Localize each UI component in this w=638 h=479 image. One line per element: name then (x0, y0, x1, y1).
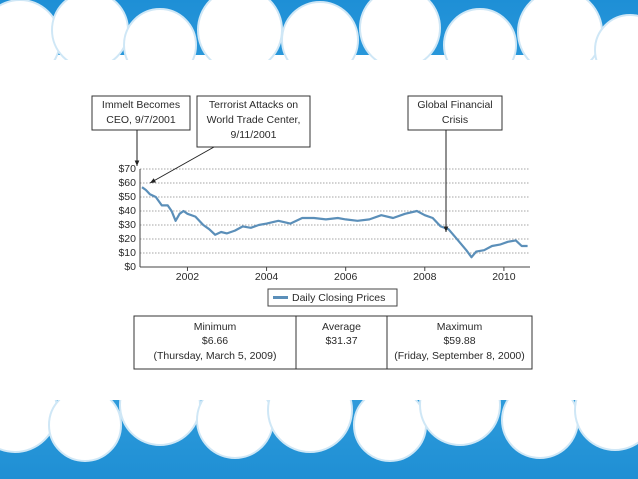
x-tick-label: 2002 (176, 271, 200, 283)
legend-box (267, 288, 398, 307)
legend-label: Daily Closing Prices (292, 292, 385, 304)
annotation-text: Crisis (442, 114, 468, 126)
y-tick-label: $70 (118, 163, 136, 175)
price-line (141, 186, 528, 259)
x-tick-label: 2010 (492, 271, 516, 283)
y-tick-label: $0 (124, 261, 136, 273)
stat-label: Maximum (437, 321, 483, 333)
stats-table (133, 315, 533, 370)
stat-date: (Thursday, March 5, 2009) (154, 350, 277, 362)
y-tick-label: $10 (118, 247, 136, 259)
y-tick-label: $20 (118, 233, 136, 245)
annotation-text: Global Financial (417, 99, 492, 111)
stat-value: $59.88 (443, 335, 475, 347)
stat-value: $31.37 (325, 335, 357, 347)
cloud-puff (51, 0, 129, 69)
y-tick-label: $50 (118, 191, 136, 203)
y-tick-label: $40 (118, 205, 136, 217)
arrow-head (150, 178, 156, 183)
arrow-head (134, 160, 140, 166)
annotation-text: World Trade Center, (207, 114, 301, 126)
annotation-arrow (149, 146, 215, 184)
cloud-puff (359, 0, 441, 69)
annotation-text: Immelt Becomes (102, 99, 180, 111)
stat-label: Minimum (194, 321, 237, 333)
y-tick-label: $30 (118, 219, 136, 231)
y-tick-label: $60 (118, 177, 136, 189)
stat-label: Average (322, 321, 361, 333)
stat-value: $6.66 (202, 335, 228, 347)
x-tick-label: 2008 (413, 271, 437, 283)
annotation-text: Terrorist Attacks on (209, 99, 298, 111)
x-tick-label: 2006 (334, 271, 358, 283)
x-tick-label: 2004 (255, 271, 279, 283)
annotation-box (196, 95, 311, 148)
annotation-box (407, 95, 503, 131)
chart-area: $0 $10 $20 $30 $40 $50 $60 $70 2002 2004 2006 2008 2… (91, 95, 533, 370)
annotation-box (91, 95, 191, 131)
stat-date: (Friday, September 8, 2000) (394, 350, 525, 362)
arrow-head (443, 226, 449, 232)
annotation-text: 9/11/2001 (231, 129, 277, 141)
annotation-text: CEO, 9/7/2001 (106, 114, 176, 126)
cloud-band (0, 0, 638, 462)
